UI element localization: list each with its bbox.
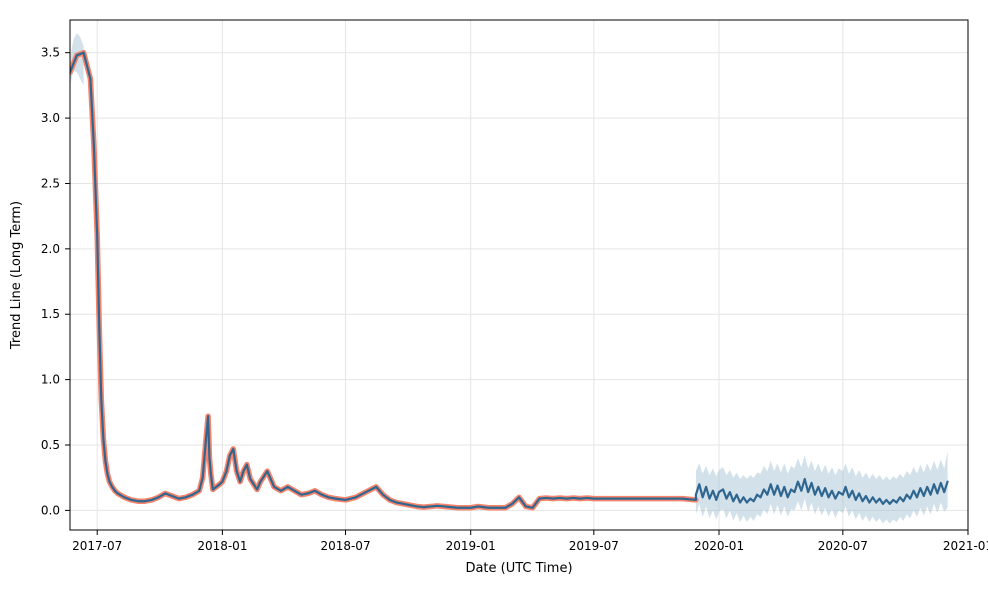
y-tick-label: 1.0 — [41, 373, 60, 387]
y-axis-label: Trend Line (Long Term) — [9, 201, 24, 350]
y-tick-label: 2.5 — [41, 176, 60, 190]
y-tick-label: 3.0 — [41, 111, 60, 125]
x-tick-label: 2018-01 — [197, 539, 247, 553]
x-tick-label: 2018-07 — [320, 539, 370, 553]
y-tick-label: 0.5 — [41, 438, 60, 452]
x-tick-label: 2020-07 — [818, 539, 868, 553]
y-tick-label: 0.0 — [41, 503, 60, 517]
chart-svg: 2017-07 2018-01 2018-07 2019-01 2019-07 2020-… — [0, 0, 988, 590]
x-tick-label: 2019-07 — [569, 539, 619, 553]
x-tick-label: 2019-01 — [446, 539, 496, 553]
x-tick-label: 2020-01 — [694, 539, 744, 553]
x-axis-label: Date (UTC Time) — [465, 561, 572, 576]
x-tick-label: 2017-07 — [72, 539, 122, 553]
y-tick-label: 1.5 — [41, 307, 60, 321]
x-tick-label: 2021-01 — [943, 539, 988, 553]
trend-line-chart: 2017-07 2018-01 2018-07 2019-01 2019-07 2020-… — [0, 0, 988, 590]
y-tick-label: 2.0 — [41, 242, 60, 256]
y-tick-label: 3.5 — [41, 46, 60, 60]
